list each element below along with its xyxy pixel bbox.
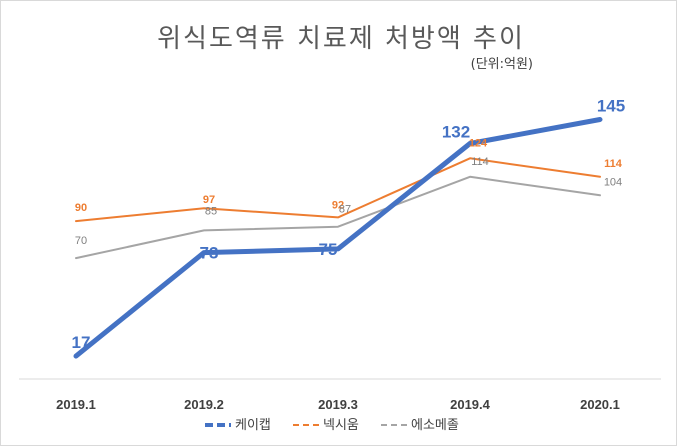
x-tick-label: 2019.1 <box>56 397 96 412</box>
data-label-1-2: 92 <box>332 199 344 211</box>
data-label-0-0: 17 <box>72 333 91 352</box>
chart-subtitle: (단위:억원) <box>471 57 533 72</box>
series-line-esomezol <box>75 175 601 260</box>
data-label-0-1: 73 <box>200 244 219 263</box>
x-tick-label: 2020.1 <box>580 397 620 412</box>
x-tick-label: 2019.2 <box>184 397 224 412</box>
data-label-1-1: 97 <box>203 194 215 206</box>
data-label-0-2: 75 <box>319 240 338 259</box>
legend-label: 에소메졸 <box>411 418 459 433</box>
data-label-1-4: 114 <box>604 158 623 170</box>
x-axis-ticks: 2019.1 2019.2 2019.3 2019.4 2020.1 <box>56 397 620 412</box>
legend: 케이캡 넥시움 에소메졸 <box>205 418 459 433</box>
data-label-2-2: 87 <box>339 204 351 216</box>
data-label-0-4: 145 <box>597 96 625 115</box>
x-tick-label: 2019.4 <box>450 397 491 412</box>
series-layer <box>73 117 603 359</box>
data-labels: 17 73 75 132 145 90 97 92 124 114 70 85 87 114 104 <box>72 96 626 352</box>
data-label-0-3: 132 <box>442 123 470 142</box>
data-label-2-1: 85 <box>205 205 217 217</box>
chart-title: 위식도역류 치료제 처방액 추이 <box>157 24 525 54</box>
data-label-2-4: 104 <box>604 176 622 188</box>
legend-label: 넥시움 <box>323 418 359 433</box>
data-label-1-3: 124 <box>469 137 488 149</box>
series-line-nexium <box>75 157 601 223</box>
x-tick-label: 2019.3 <box>318 397 358 412</box>
data-label-1-0: 90 <box>75 202 87 214</box>
legend-label: 케이캡 <box>235 418 271 433</box>
data-label-2-3: 114 <box>471 156 489 168</box>
series-line-kcab <box>73 117 603 359</box>
data-label-2-0: 70 <box>75 235 87 247</box>
